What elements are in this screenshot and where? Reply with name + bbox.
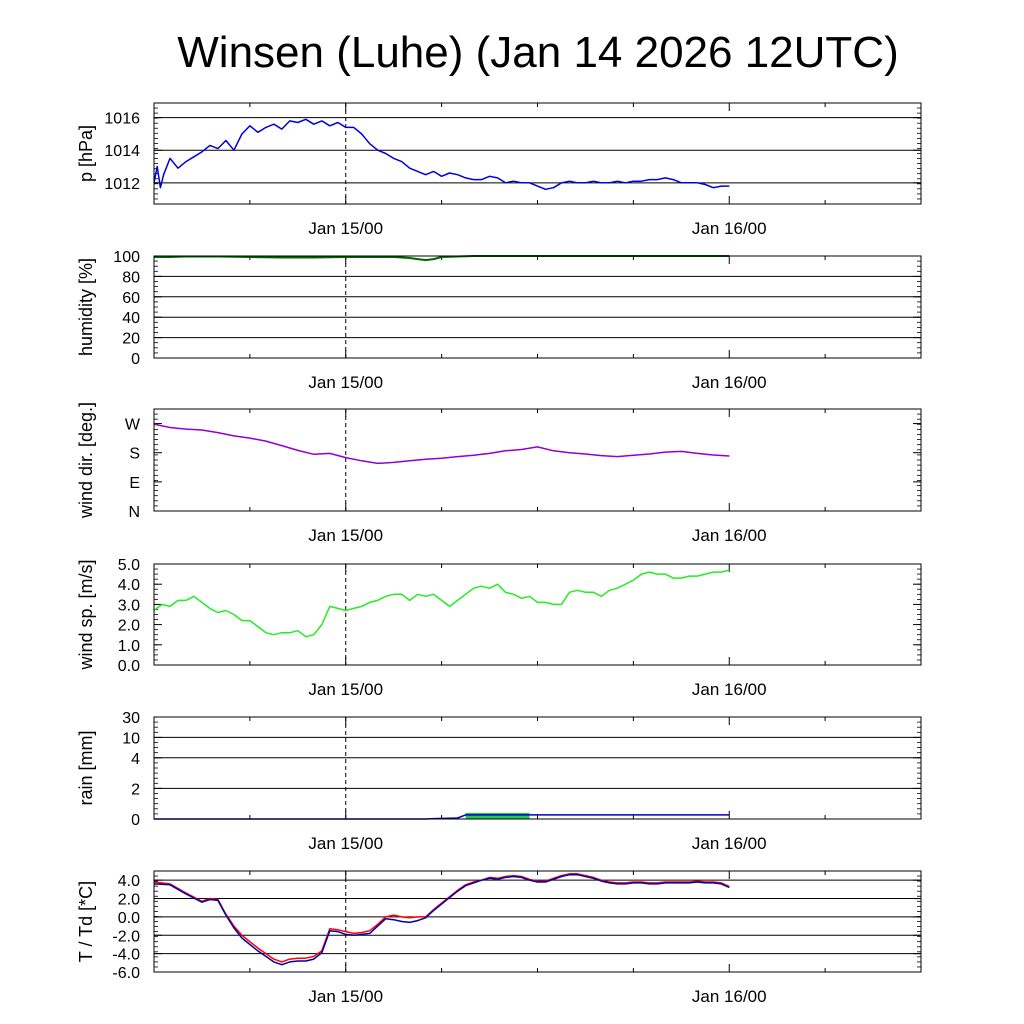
- rain-y-tick-label: 0: [131, 812, 140, 829]
- wind_speed-y-tick-label: 0.0: [118, 658, 140, 675]
- rain-y-tick-label: 2: [131, 781, 140, 798]
- wind_speed-panel: 0.0 1.0 2.0 3.0 4.0 5.0 wind sp. [m/s] Jan 15/0…: [76, 557, 922, 699]
- pressure-y-tick-label: 1016: [104, 111, 140, 128]
- wind_speed-x-tick-label: Jan 15/00: [308, 680, 383, 699]
- temperature-y-tick-label: -6.0: [112, 965, 140, 982]
- rain-y-tick-label: 4: [131, 751, 140, 768]
- temperature-y-axis-label: T / Td [*C]: [76, 881, 96, 962]
- humidity-y-tick-label: 80: [122, 269, 140, 286]
- rain-shade-area: [465, 812, 530, 819]
- wind_direction-x-tick-label: Jan 16/00: [692, 526, 767, 545]
- wind_speed-series-wind-speed: [153, 569, 730, 638]
- temperature-panel: -6.0-4.0 -2.00.02.0 4.0 T / Td [*C] Jan 15/0…: [76, 870, 922, 1006]
- wind_direction-series-wind-direction: [153, 423, 730, 465]
- temperature-y-tick-label: -4.0: [112, 947, 140, 964]
- rain-x-tick-label: Jan 15/00: [308, 834, 383, 853]
- rain-y-tick-label: 10: [122, 730, 140, 747]
- wind_speed-y-tick-label: 5.0: [118, 557, 140, 574]
- temperature-y-tick-label: 0.0: [118, 910, 140, 927]
- humidity-y-tick-label: 20: [122, 331, 140, 348]
- humidity-panel: 0 20 40 60 80 100 humidity [%] Jan 15/00 Jan 16/…: [76, 249, 922, 392]
- rain-x-tick-label: Jan 16/00: [692, 834, 767, 853]
- pressure-y-tick-label: 1014: [104, 143, 140, 160]
- humidity-y-tick-label: 60: [122, 290, 140, 307]
- rain-y-tick-label: 30: [122, 710, 140, 727]
- rain-panel: 0 2 4 10 30 rain [mm] Jan 15/00 Jan 16/00: [76, 710, 922, 853]
- humidity-x-tick-label: Jan 15/00: [308, 373, 383, 392]
- temperature-x-tick-label: Jan 16/00: [692, 987, 767, 1006]
- wind_speed-x-tick-label: Jan 16/00: [692, 680, 767, 699]
- pressure-x-tick-label: Jan 16/00: [692, 219, 767, 238]
- humidity-y-tick-label: 0: [131, 351, 140, 368]
- humidity-x-tick-label: Jan 16/00: [692, 373, 767, 392]
- wind_speed-y-tick-label: 1.0: [118, 638, 140, 655]
- wind_direction-y-tick-label: S: [129, 446, 140, 463]
- humidity-frame: [153, 255, 922, 359]
- pressure-series-pressure: [153, 118, 730, 191]
- wind_speed-frame: [153, 563, 922, 666]
- wind_speed-y-tick-label: 2.0: [118, 618, 140, 635]
- temperature-frame: [153, 870, 922, 973]
- humidity-y-axis-label: humidity [%]: [76, 258, 96, 356]
- humidity-y-tick-label: 100: [113, 249, 140, 266]
- pressure-x-tick-label: Jan 15/00: [308, 219, 383, 238]
- wind_speed-y-axis-label: wind sp. [m/s]: [76, 559, 96, 670]
- pressure-y-axis-label: p [hPa]: [76, 125, 96, 182]
- wind_direction-y-tick-label: E: [129, 475, 140, 492]
- wind_direction-y-tick-label: N: [128, 504, 140, 521]
- pressure-frame: [153, 102, 922, 205]
- rain-frame: [153, 716, 922, 820]
- pressure-y-tick-label: 1012: [104, 176, 140, 193]
- wind_speed-y-tick-label: 3.0: [118, 597, 140, 614]
- pressure-panel: 1012 1014 1016 p [hPa] Jan 15/00 Jan 16/00: [76, 102, 922, 238]
- rain-y-axis-label: rain [mm]: [76, 730, 96, 805]
- temperature-y-tick-label: -2.0: [112, 928, 140, 945]
- wind_direction-frame: [153, 408, 922, 512]
- chart-title: Winsen (Luhe) (Jan 14 2026 12UTC): [177, 28, 898, 77]
- wind_speed-y-tick-label: 4.0: [118, 577, 140, 594]
- wind_direction-y-tick-label: W: [125, 417, 141, 434]
- wind_direction-x-tick-label: Jan 15/00: [308, 526, 383, 545]
- temperature-x-tick-label: Jan 15/00: [308, 987, 383, 1006]
- temperature-series-td: [153, 873, 730, 966]
- wind_direction-y-axis-label: wind dir. [deg.]: [76, 402, 96, 519]
- temperature-y-tick-label: 2.0: [118, 892, 140, 909]
- temperature-y-tick-label: 4.0: [118, 873, 140, 890]
- humidity-y-tick-label: 40: [122, 310, 140, 327]
